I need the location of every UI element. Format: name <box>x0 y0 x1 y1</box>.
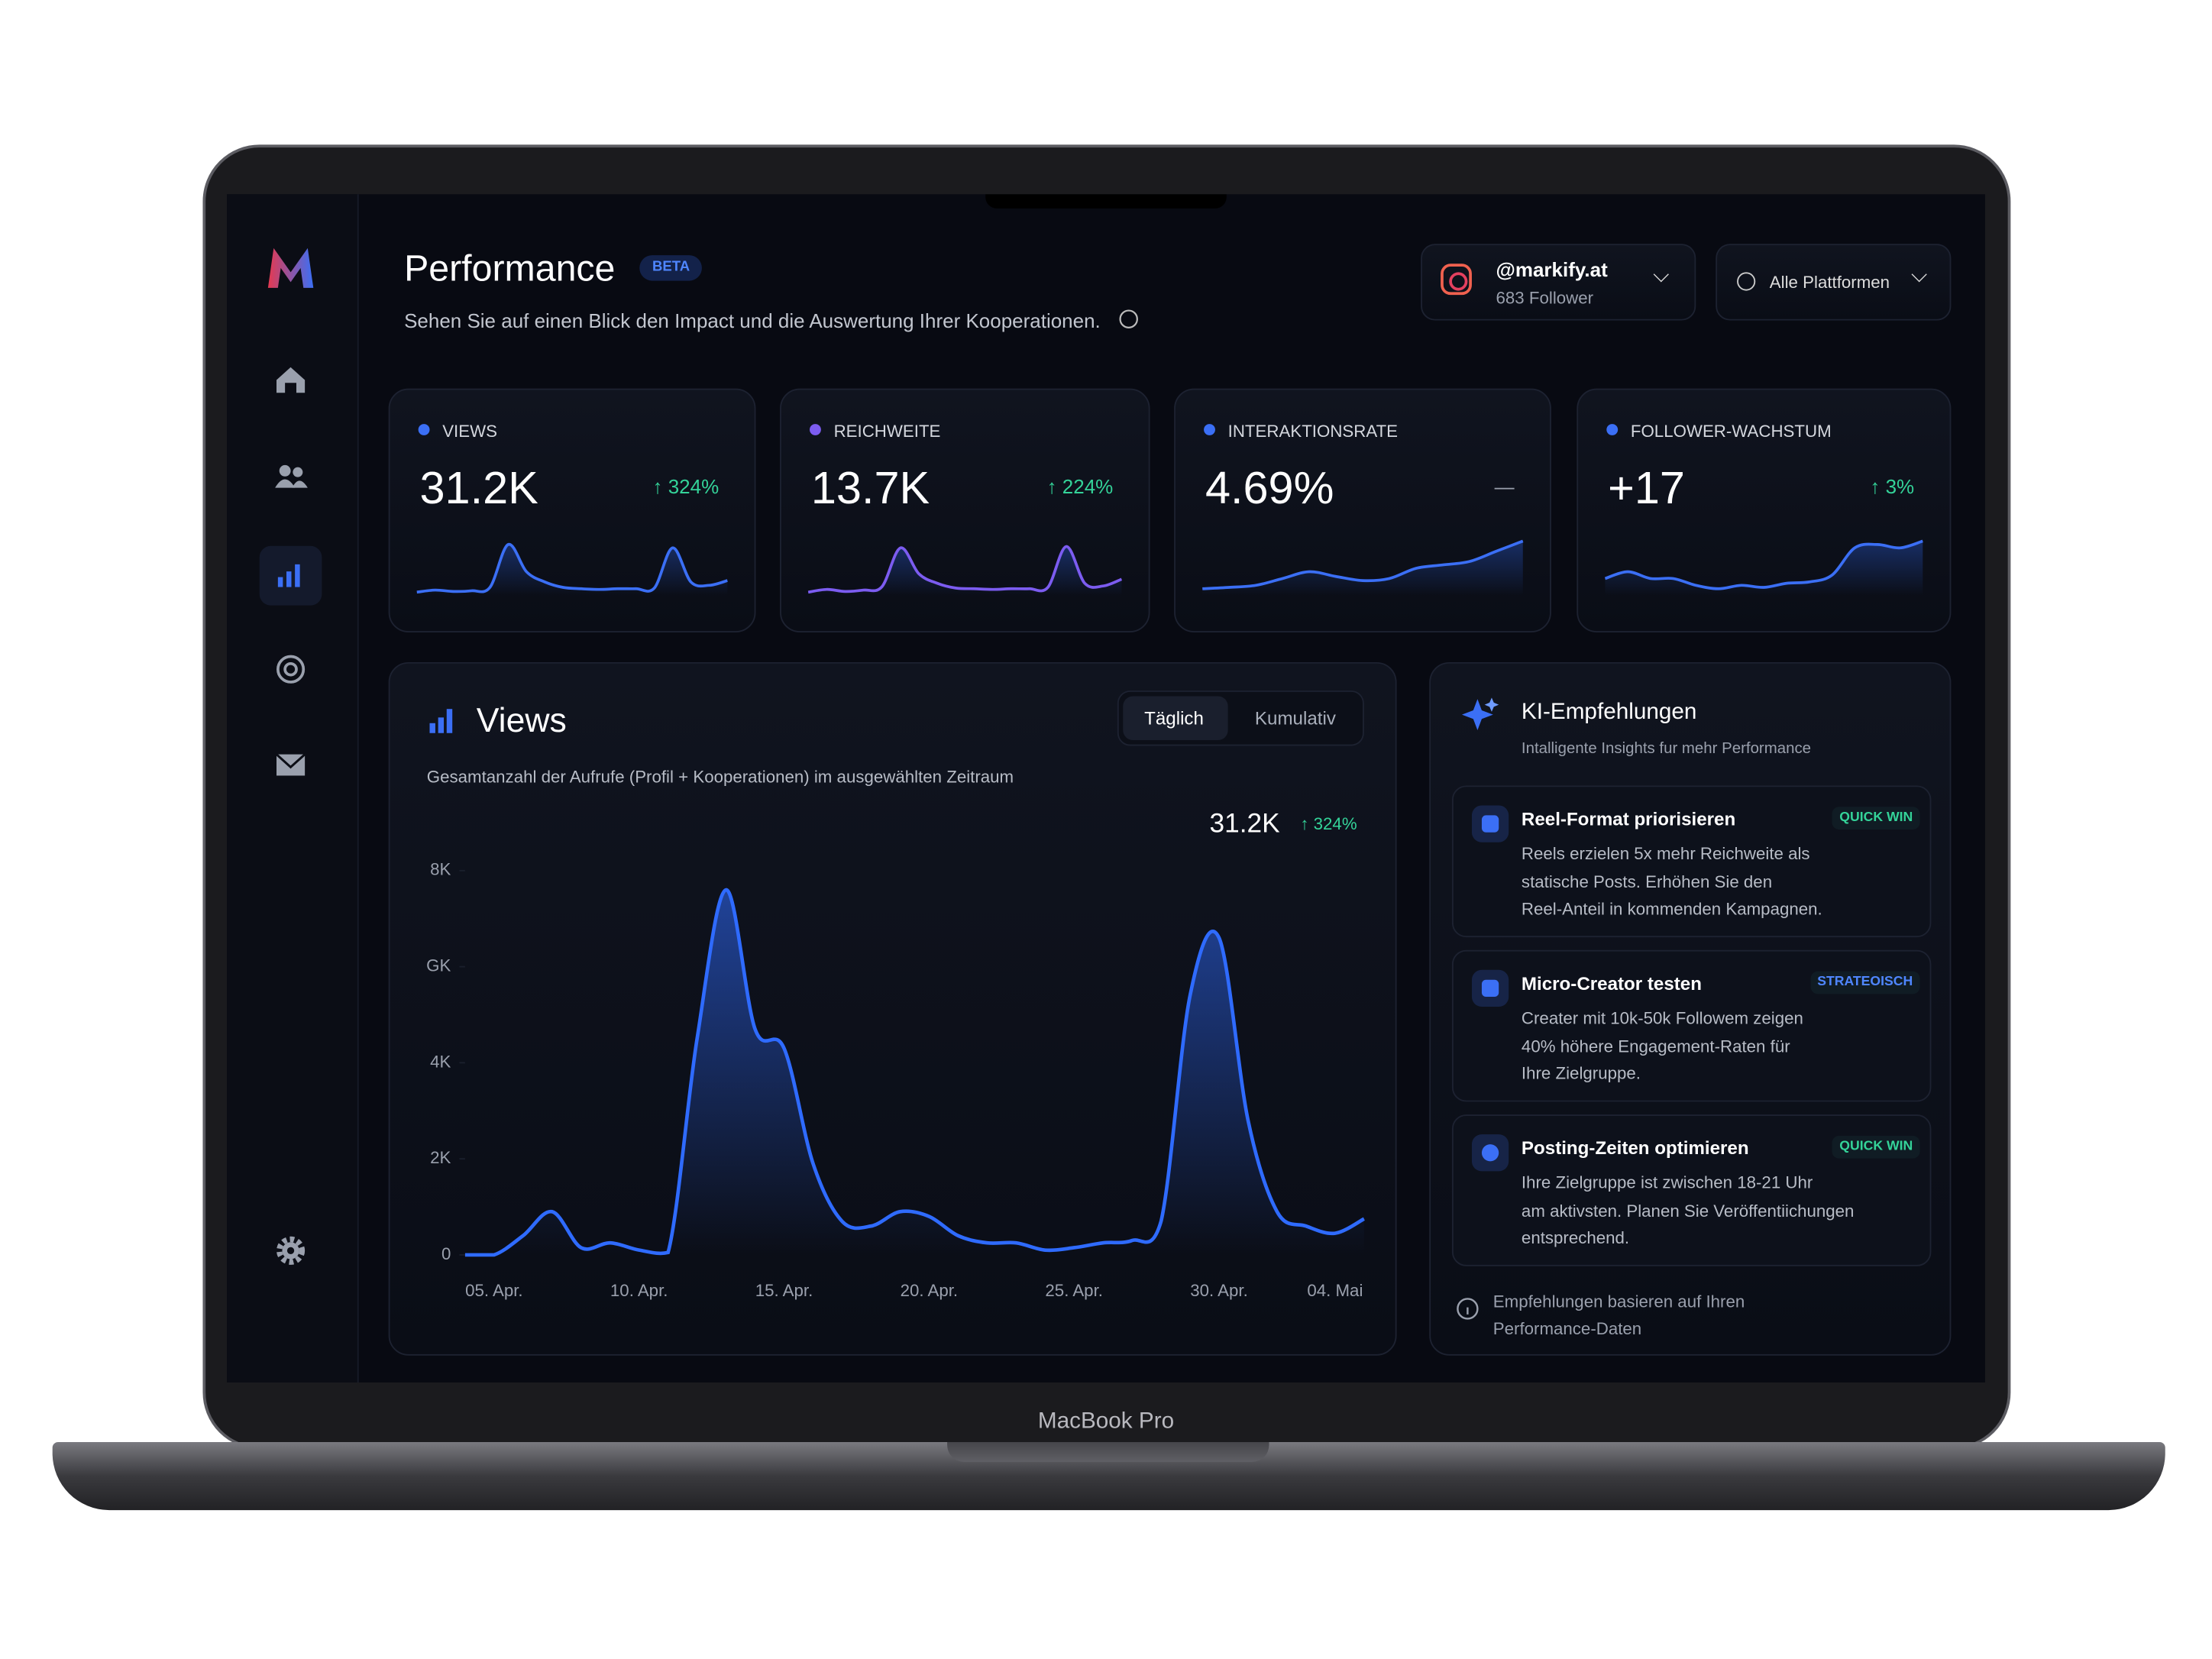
kpi-label: VIEWS <box>442 421 497 441</box>
recommendation-text: am aktivsten. Planen Sie Veröffentiichun… <box>1521 1200 1855 1221</box>
kpi-label: FOLLOWER-WACHSTUM <box>1630 421 1832 441</box>
recommendation-text: Creater mit 10k-50k Followem zeigen <box>1521 1007 1803 1028</box>
tab[interactable]: Kumulativ <box>1254 707 1336 729</box>
line-area <box>464 889 1364 1255</box>
y-tick-label: GK <box>426 956 451 975</box>
page-subtitle: Sehen Sie auf einen Blick den Impact und… <box>404 309 1101 332</box>
y-tick-label: 2K <box>430 1148 451 1167</box>
tab[interactable]: Täglich <box>1144 707 1204 729</box>
home-icon[interactable] <box>276 367 306 393</box>
kpi-dot <box>1204 424 1215 435</box>
notch <box>985 194 1227 209</box>
x-tick-label: 05. Apr. <box>465 1281 523 1300</box>
instagram-icon <box>1441 264 1472 296</box>
kpi-dot <box>418 424 430 435</box>
page-title: Performance <box>404 247 616 289</box>
sparkline <box>1604 539 1923 590</box>
recommendation-badge: STRATEOISCH <box>1809 971 1920 994</box>
beta-badge: BETA <box>639 255 703 281</box>
account-handle: @markify.at <box>1496 257 1608 281</box>
sparkline-area <box>416 544 728 596</box>
kpi-dot <box>1606 424 1619 435</box>
recommendation-title: Reel-Format priorisieren <box>1521 808 1736 830</box>
x-tick-label: 25. Apr. <box>1045 1281 1103 1300</box>
ai-footer: Empfehlungen basieren auf Ihren <box>1492 1292 1745 1312</box>
kpi-change: — <box>1494 474 1515 498</box>
recommendation-badge: QUICK WIN <box>1832 807 1920 830</box>
recommendation-text: statische Posts. Erhöhen Sie den <box>1521 871 1773 891</box>
tab-active[interactable] <box>1123 696 1228 741</box>
kpi-value: 31.2K <box>419 462 538 514</box>
ai-title: KI-Empfehlungen <box>1521 700 1697 725</box>
info-icon[interactable] <box>1119 309 1138 328</box>
recommendation-icon-glyph <box>1481 815 1499 833</box>
x-tick-label: 20. Apr. <box>901 1281 959 1300</box>
x-tick-label: 10. Apr. <box>610 1281 668 1300</box>
base-notch <box>947 1441 1269 1462</box>
sidebar <box>227 194 359 1382</box>
info-icon <box>1457 1298 1479 1320</box>
views-description: Gesamtanzahl der Aufrufe (Profil + Koope… <box>426 767 1014 787</box>
line <box>464 888 1365 1257</box>
recommendation-icon-glyph <box>1481 1144 1499 1162</box>
recommendation-text: 40% höhere Engagement-Raten für <box>1521 1036 1790 1056</box>
sparkline-area <box>808 546 1122 596</box>
brand: MacBook Pro <box>1037 1409 1175 1434</box>
recommendation-text: entsprechend. <box>1521 1227 1630 1248</box>
kpi-label: REICHWEITE <box>833 421 941 441</box>
platform-label: Alle Plattformen <box>1769 272 1890 293</box>
kpi-dot <box>810 424 821 435</box>
recommendation-title: Posting-Zeiten optimieren <box>1521 1137 1749 1159</box>
recommendation-text: Reels erzielen 5x mehr Reichweite als <box>1521 843 1810 864</box>
kpi-value: +17 <box>1608 462 1685 514</box>
sparkline <box>807 545 1123 594</box>
globe-icon <box>1737 272 1756 291</box>
recommendation-badge: QUICK WIN <box>1832 1135 1920 1158</box>
account-followers: 683 Follower <box>1496 287 1594 308</box>
users-icon[interactable] <box>275 464 308 488</box>
sparkline <box>416 543 728 594</box>
logo <box>267 247 314 288</box>
chart-icon <box>277 564 300 587</box>
x-tick-label: 15. Apr. <box>755 1281 813 1300</box>
recommendation-icon-glyph <box>1481 979 1499 998</box>
mail-icon[interactable] <box>276 753 306 776</box>
views-icon <box>429 709 453 733</box>
sparkle-icon <box>1461 697 1499 731</box>
recommendation-text: Ihre Zielgruppe ist zwischen 18-21 Uhr <box>1521 1172 1813 1193</box>
target-icon[interactable] <box>276 655 306 684</box>
x-tick-label: 04. Mai <box>1307 1281 1363 1300</box>
ai-subtitle: Intalligente Insights fur mehr Performan… <box>1521 740 1812 758</box>
y-tick-label: 4K <box>430 1052 451 1071</box>
y-tick-label: 0 <box>441 1244 451 1263</box>
kpi-change: ↑ 224% <box>1046 474 1114 498</box>
recommendation-text: Reel-Anteil in kommenden Kampagnen. <box>1521 898 1822 919</box>
kpi-value: 4.69% <box>1205 462 1334 514</box>
settings-icon[interactable] <box>276 1236 306 1265</box>
ai-footer: Performance-Daten <box>1492 1318 1642 1339</box>
recommendation-text: Ihre Zielgruppe. <box>1521 1063 1641 1084</box>
views-total: 31.2K <box>1209 810 1280 839</box>
views-title: Views <box>476 701 567 741</box>
kpi-change: ↑ 324% <box>652 474 720 498</box>
x-tick-label: 30. Apr. <box>1190 1281 1248 1300</box>
kpi-value: 13.7K <box>810 462 930 514</box>
kpi-change: ↑ 3% <box>1870 474 1915 498</box>
recommendation-title: Micro-Creator testen <box>1521 972 1702 994</box>
views-change: ↑ 324% <box>1300 813 1357 834</box>
sparkline <box>1202 539 1524 590</box>
sparkline-area <box>1202 541 1523 596</box>
kpi-label: INTERAKTIONSRATE <box>1227 421 1399 441</box>
y-tick-label: 8K <box>430 860 451 879</box>
